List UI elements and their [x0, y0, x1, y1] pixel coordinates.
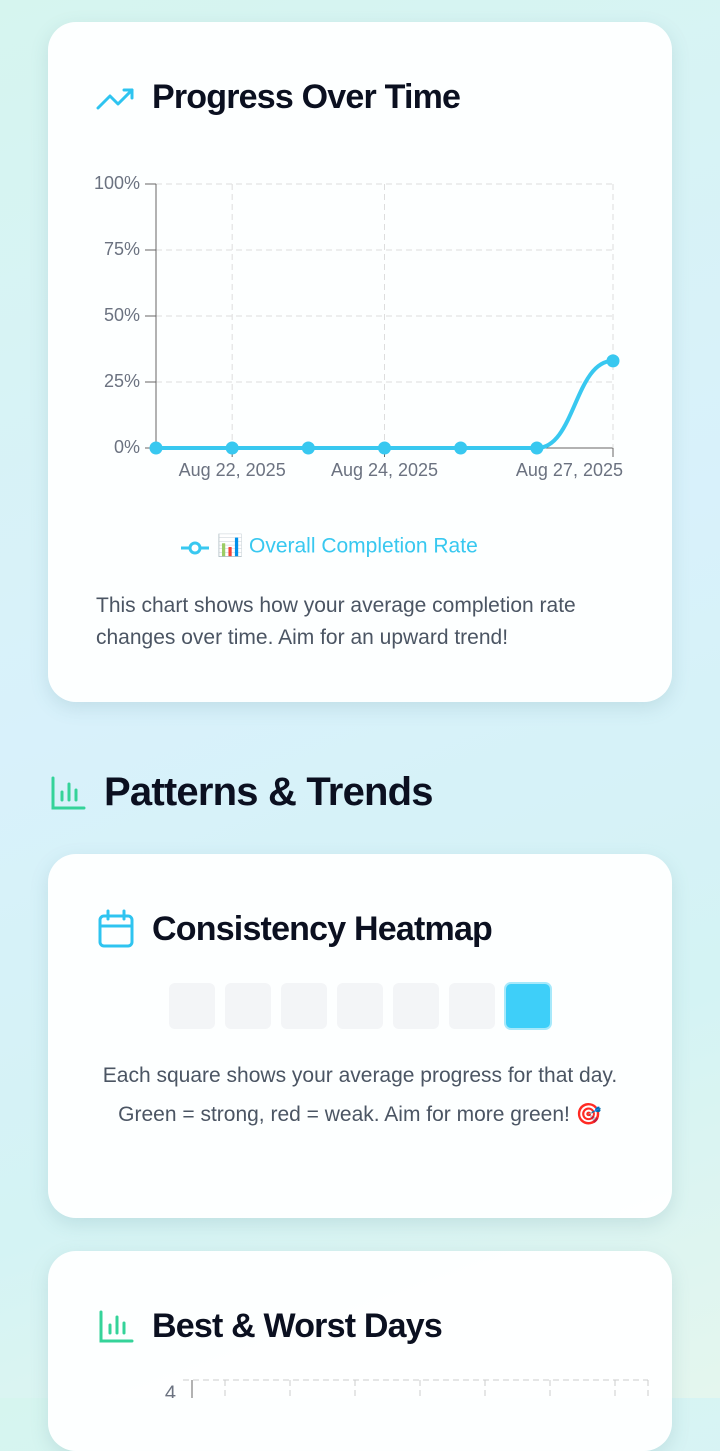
chart-description: This chart shows how your average comple…: [96, 594, 576, 649]
chart-icon: [99, 1310, 134, 1343]
y-tick-label: 100%: [94, 173, 140, 193]
trend-icon: [96, 88, 134, 110]
point: [378, 441, 391, 455]
heatmap-cell: [169, 983, 215, 1029]
point: [454, 441, 468, 455]
card-title: Progress Over Time: [152, 78, 461, 116]
y-tick-label: 75%: [104, 239, 140, 259]
point: [149, 441, 163, 455]
point: [301, 441, 315, 455]
x-tick-label: Aug 27, 2025: [516, 460, 623, 480]
graphics: 0% 25% 50% 75% 100% Aug 22, 2025 Aug 24, 2025 A…: [51, 88, 649, 1398]
y-tick-label: 4: [165, 1382, 176, 1398]
partial-chart-frame: [224, 1380, 649, 1398]
legend-marker: [188, 541, 202, 555]
text: Green = strong, red = weak. Aim for more…: [118, 1103, 602, 1126]
text: Each square shows your average progress …: [102, 1064, 618, 1087]
calendar-icon: [98, 909, 134, 948]
heatmap-cell: [337, 983, 383, 1029]
point: [225, 441, 239, 455]
heatmap-cell: [281, 983, 327, 1029]
y-tick-label: 50%: [104, 305, 140, 325]
card-title: Consistency Heatmap: [152, 910, 493, 948]
section-heading: Patterns & Trends: [104, 770, 434, 814]
point: [606, 354, 620, 368]
progress-card: [48, 22, 672, 702]
x-tick-label: Aug 22, 2025: [179, 460, 286, 480]
heatmap-cell: [393, 983, 439, 1029]
card-title: Best & Worst Days: [152, 1307, 443, 1345]
page: {"chart_data": {"type": "line", "title":…: [0, 0, 720, 1398]
legend-label: 📊 Overall Completion Rate: [217, 533, 478, 558]
heatmap-cell: [504, 982, 552, 1030]
point: [530, 441, 544, 455]
heatmap-cell: [225, 983, 271, 1029]
heatmap-description: Each square shows your average progress …: [80, 1056, 640, 1134]
y-tick-label: 0%: [114, 437, 140, 457]
chart-icon: [51, 776, 86, 810]
heatmap-cell: [449, 983, 495, 1029]
y-tick-label: 25%: [104, 371, 140, 391]
heatmap-card: [48, 854, 672, 1218]
x-tick-label: Aug 24, 2025: [331, 460, 438, 480]
